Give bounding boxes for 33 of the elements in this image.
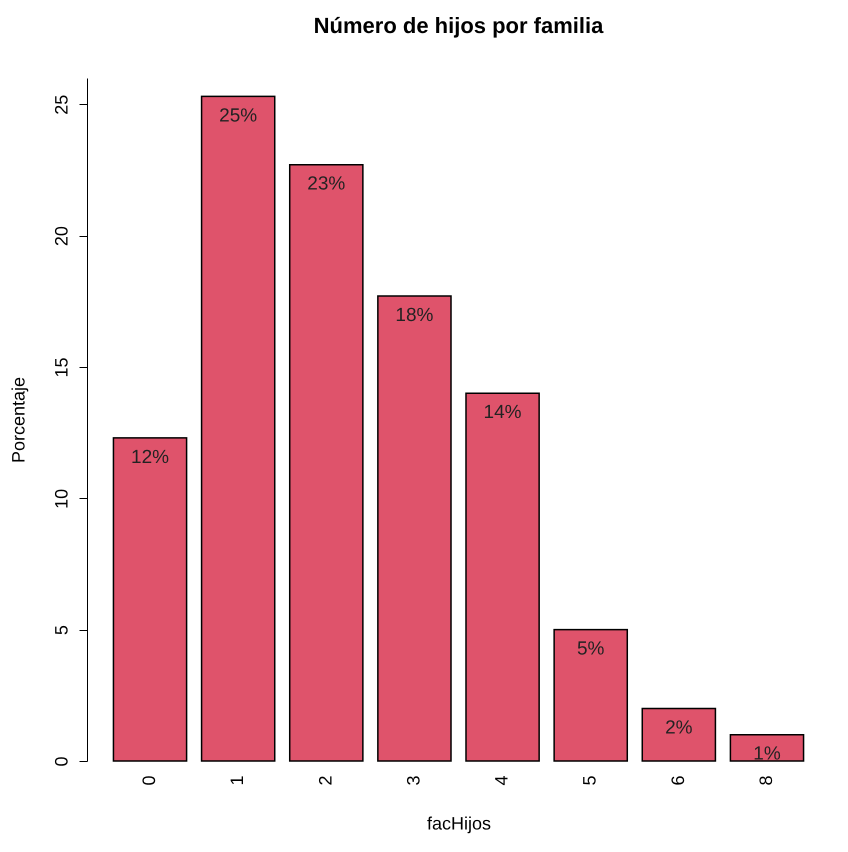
bar (200, 96, 276, 762)
x-tick-label: 2 (315, 776, 336, 786)
bar (553, 628, 628, 762)
x-tick-label: 6 (668, 776, 688, 786)
y-tick-label: 10 (52, 488, 72, 509)
data-label: 25% (219, 105, 258, 126)
data-label: 2% (665, 717, 693, 738)
bar (730, 734, 804, 762)
bar (377, 295, 452, 762)
x-tick-label: 1 (227, 776, 248, 786)
bar (642, 708, 716, 762)
y-tick-label: 0 (52, 756, 72, 767)
data-label: 18% (395, 305, 434, 326)
x-tick-label: 0 (139, 776, 160, 786)
chart-title: Número de hijos por familia (314, 13, 604, 38)
data-label: 1% (753, 744, 781, 765)
bar (112, 437, 188, 762)
x-tick-label: 5 (580, 776, 600, 786)
data-label: 23% (307, 174, 346, 195)
data-label: 14% (484, 402, 522, 424)
x-tick-label: 3 (403, 776, 424, 786)
y-tick-label: 25 (52, 94, 72, 115)
y-tick-label: 15 (52, 357, 72, 378)
x-tick-label: 4 (492, 776, 512, 786)
y-tick-label: 5 (52, 625, 72, 636)
bar (288, 164, 364, 762)
data-label: 12% (131, 446, 170, 468)
y-tick-label: 20 (52, 226, 72, 246)
x-tick-label: 8 (756, 776, 776, 786)
x-axis-title: facHijos (426, 814, 492, 834)
bar (465, 392, 540, 762)
data-label: 5% (576, 638, 605, 660)
y-axis-title: Porcentaje (8, 376, 28, 464)
